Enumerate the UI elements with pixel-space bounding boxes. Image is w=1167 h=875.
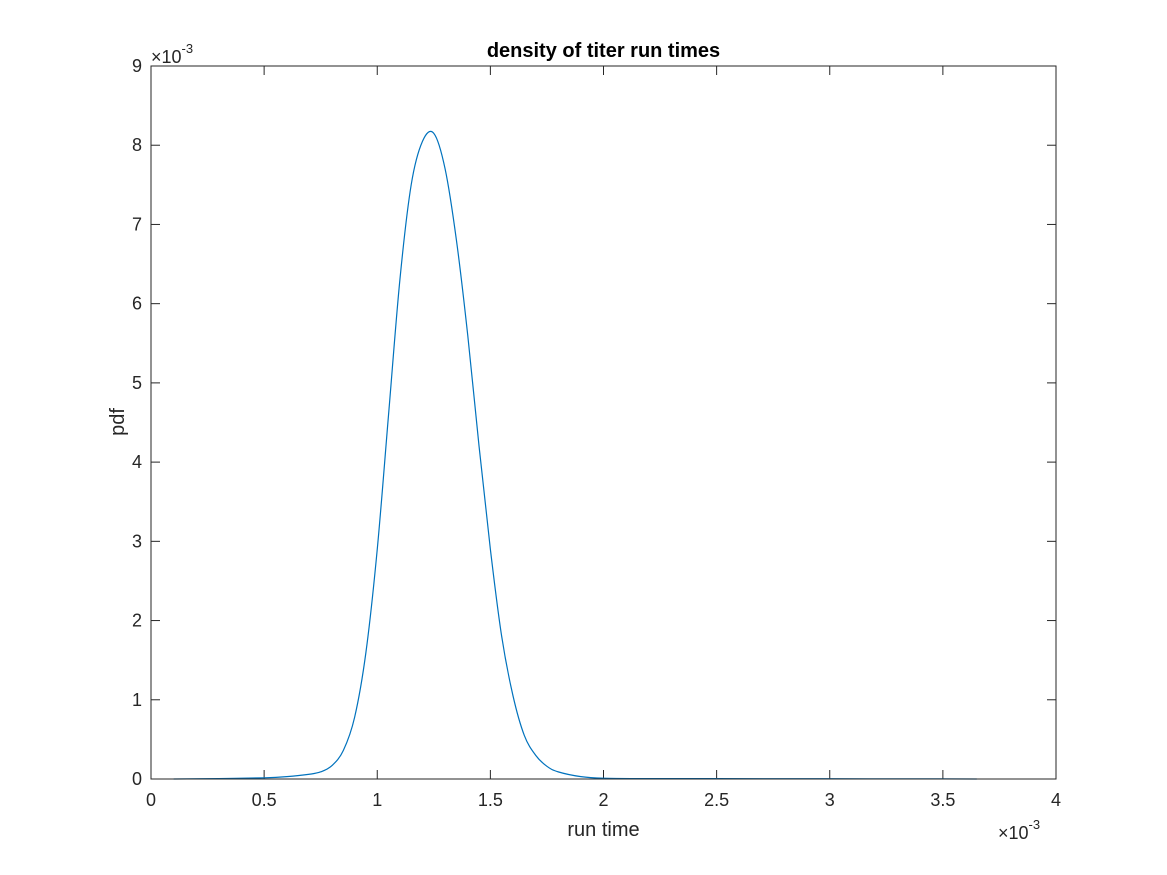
x-tick-label: 2.5 [704, 790, 729, 810]
x-tick-label: 0.5 [252, 790, 277, 810]
y-tick-label: 9 [132, 56, 142, 76]
x-axis-exponent: ×10-3 [998, 817, 1040, 843]
x-axis-label: run time [567, 819, 639, 841]
x-tick-label: 1.5 [478, 790, 503, 810]
y-tick-label: 7 [132, 214, 142, 234]
y-tick-label: 4 [132, 452, 142, 472]
x-tick-labels: 0 0.5 1 1.5 2 2.5 3 3.5 4 [146, 790, 1061, 810]
density-curve-line [173, 130, 977, 780]
y-tick-label: 0 [132, 769, 142, 789]
plot-area [151, 66, 1056, 779]
y-tick-labels: 0 1 2 3 4 5 6 7 8 9 [132, 56, 142, 789]
y-tick-label: 6 [132, 294, 142, 314]
y-tick-label: 2 [132, 611, 142, 631]
x-tick-label: 3.5 [930, 790, 955, 810]
y-tick-label: 8 [132, 135, 142, 155]
y-tick-label: 5 [132, 373, 142, 393]
y-tick-label: 3 [132, 531, 142, 551]
x-tick-label: 1 [372, 790, 382, 810]
plot-box [150, 65, 1057, 780]
x-exponent-power: -3 [1029, 817, 1041, 832]
chart-title: density of titer run times [487, 40, 720, 62]
x-tick-label: 4 [1051, 790, 1061, 810]
y-axis-label: pdf [107, 408, 129, 436]
y-exponent-power: -3 [182, 41, 194, 56]
y-axis-exponent: ×10-3 [151, 41, 193, 67]
x-tick-label: 0 [146, 790, 156, 810]
x-exponent-base: ×10 [998, 823, 1029, 843]
y-exponent-base: ×10 [151, 47, 182, 67]
x-tick-label: 2 [598, 790, 608, 810]
y-tick-label: 1 [132, 690, 142, 710]
x-tick-label: 3 [825, 790, 835, 810]
